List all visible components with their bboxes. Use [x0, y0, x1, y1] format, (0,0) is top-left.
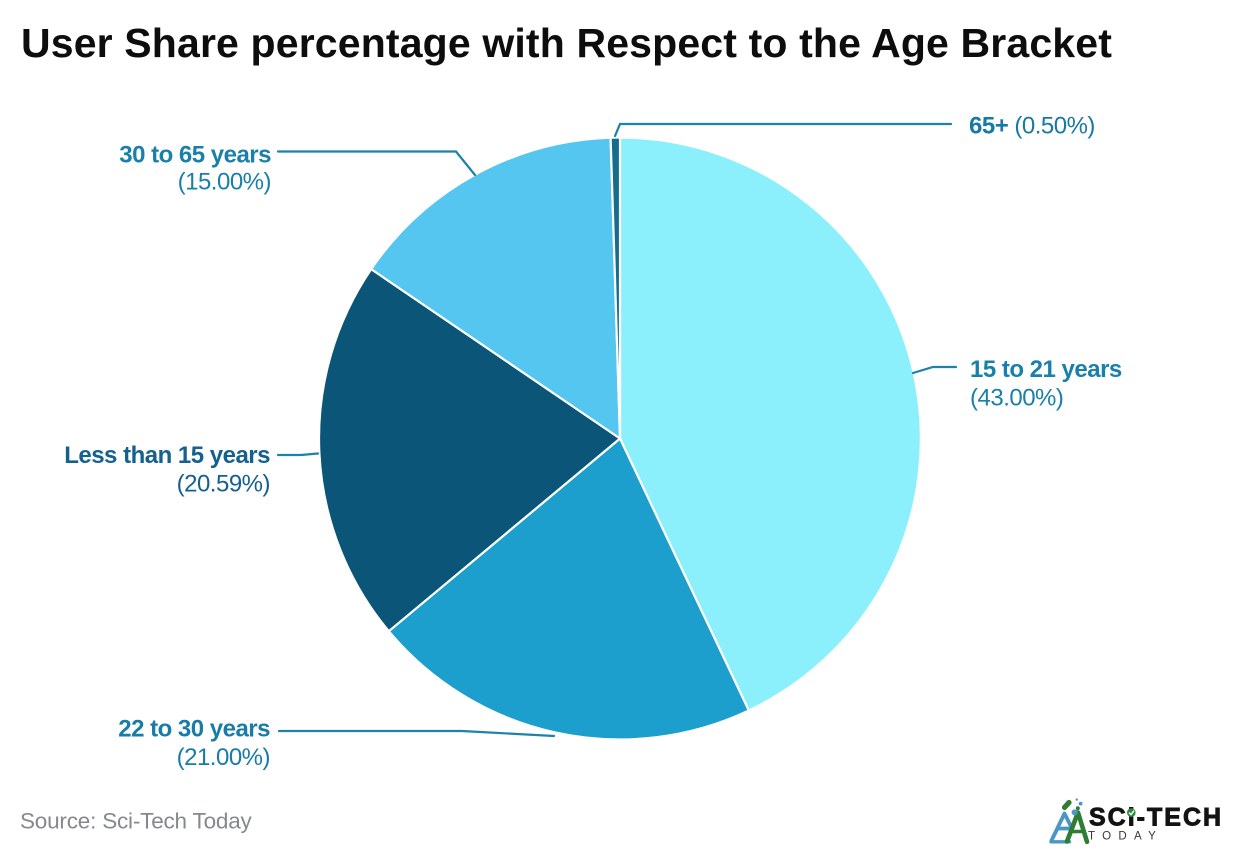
svg-text:Less than 15 years(20.59%): Less than 15 years (20.59%)	[64, 442, 270, 498]
svg-text:User Share percentage with Res: User Share percentage with Respect to th…	[21, 20, 1112, 66]
svg-text:65+ (0.50%): 65+ (0.50%)	[969, 113, 1095, 140]
svg-text:22 to 30 years(21.00%): 22 to 30 years (21.00%)	[118, 716, 270, 772]
svg-text:15 to 21 years(43.00%): 15 to 21 years (43.00%)	[970, 356, 1122, 412]
svg-text:SCi-TECH: SCi-TECH	[1089, 804, 1223, 832]
svg-text:30 to 65 years(15.00%): 30 to 65 years (15.00%)	[119, 142, 271, 196]
svg-text:TODAY: TODAY	[1088, 831, 1163, 843]
svg-text:Source: Sci-Tech Today: Source: Sci-Tech Today	[20, 809, 253, 834]
